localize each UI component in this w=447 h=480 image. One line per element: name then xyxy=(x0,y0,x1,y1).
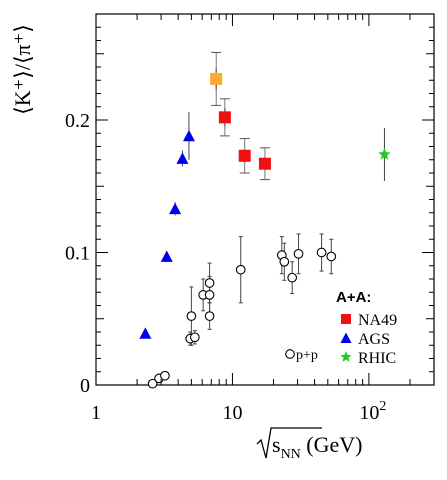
data-point-p-p xyxy=(204,290,215,300)
legend: A+A: NA49 AGS RHIC p+p xyxy=(285,289,397,367)
x-axis-label: sNN (GeV) xyxy=(256,427,363,462)
x-axis-title-sub: NN xyxy=(281,447,301,462)
legend-marker xyxy=(340,332,352,343)
y-axis-title: ⟨K⁺⟩/⟨π⁺⟩ xyxy=(10,24,35,115)
data-point-p-p xyxy=(147,378,158,389)
x-axis-title-root: s xyxy=(272,432,281,457)
data-point-p-p xyxy=(287,272,298,283)
data-point-p-p xyxy=(160,370,170,381)
sqrt-sign-icon xyxy=(256,427,322,459)
y-tick-label: 0.2 xyxy=(65,110,90,132)
legend-label: p+p xyxy=(296,348,318,363)
legend-marker xyxy=(340,351,352,362)
data-point-p-p xyxy=(316,247,327,258)
plot-frame xyxy=(95,13,435,386)
y-tick-label: 0 xyxy=(80,375,90,397)
data-point-ags xyxy=(139,327,152,339)
x-axis-title: sNN (GeV) xyxy=(272,432,363,462)
data-point-p-p xyxy=(204,278,215,288)
y-tick-label: 0.1 xyxy=(65,243,90,265)
x-tick-label: 10 xyxy=(222,402,242,424)
y-axis-label: ⟨K⁺⟩/⟨π⁺⟩ xyxy=(10,24,35,115)
legend-label: RHIC xyxy=(358,350,396,367)
data-point-p-p xyxy=(293,248,304,259)
data-point-p-p xyxy=(186,311,197,321)
data-point-p-p xyxy=(204,311,215,321)
legend-marker xyxy=(285,349,295,359)
data-point-p-p xyxy=(235,264,246,275)
legend-title: A+A: xyxy=(336,289,371,306)
data-point-na49 xyxy=(238,149,251,162)
data-point-ags xyxy=(160,250,173,262)
data-point-p-p xyxy=(279,256,290,267)
data-marks xyxy=(139,72,391,389)
data-point-p-p xyxy=(189,332,200,343)
data-point-na49 xyxy=(218,111,231,124)
data-point-na49 xyxy=(258,157,271,170)
data-point-extra xyxy=(210,72,223,85)
data-point-rhic xyxy=(378,147,391,160)
x-axis-title-unit: (GeV) xyxy=(301,432,363,457)
legend-label: NA49 xyxy=(358,312,397,329)
x-tick-label: 102 xyxy=(359,399,386,424)
data-point-ags xyxy=(176,152,189,164)
error-bars xyxy=(144,51,385,387)
legend-marker xyxy=(341,314,351,324)
legend-label: AGS xyxy=(358,331,390,348)
data-point-ags xyxy=(182,129,195,142)
data-point-p-p xyxy=(326,251,337,262)
data-point-ags xyxy=(169,202,182,215)
axes: 0 0.1 0.2 1 10 102 xyxy=(65,13,435,424)
x-tick-label: 1 xyxy=(91,402,101,424)
